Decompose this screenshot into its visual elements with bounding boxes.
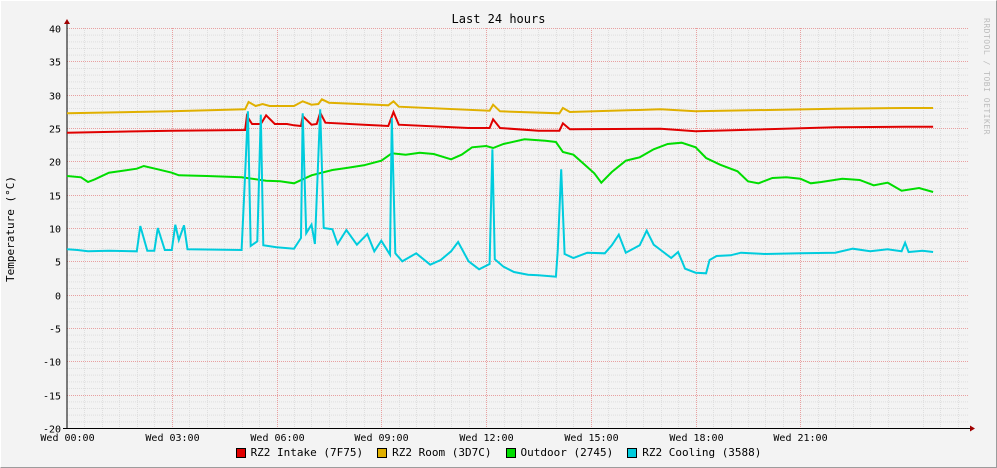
y-tick-label: 30 <box>49 92 61 103</box>
y-tick-label: 10 <box>49 225 61 236</box>
y-tick-label: 35 <box>49 58 61 69</box>
legend-label: Outdoor (2745) <box>520 446 614 459</box>
legend-swatch <box>377 447 388 458</box>
y-tick-label: -15 <box>43 392 61 403</box>
y-tick-label: 20 <box>49 158 61 169</box>
x-tick-label: Wed 12:00 <box>459 433 513 444</box>
x-tick-label: Wed 21:00 <box>773 433 827 444</box>
series-line-4 <box>66 109 934 278</box>
legend-label: RZ2 Intake (7F75) <box>250 446 364 459</box>
legend-swatch <box>627 447 638 458</box>
x-tick-label: Wed 03:00 <box>145 433 199 444</box>
chart-title: Last 24 hours <box>451 12 546 26</box>
x-axis-arrow <box>970 425 975 432</box>
y-axis-label: Temperature (°C) <box>4 176 17 282</box>
watermark-text: RRDTOOL / TOBI OETIKER <box>982 18 991 135</box>
y-tick-label: -5 <box>49 325 61 336</box>
y-tick-label: 5 <box>55 258 61 269</box>
y-axis-arrow <box>64 19 70 24</box>
series-line-2 <box>66 98 934 115</box>
legend-item: RZ2 Intake (7F75) <box>235 446 364 459</box>
x-tick-labels: Wed 00:00 Wed 03:00 Wed 06:00 Wed 09:00 Wed … <box>40 433 827 444</box>
legend-item: RZ2 Cooling (3588) <box>627 446 761 459</box>
legend: RZ2 Intake (7F75) RZ2 Room (3D7C) Outdoor … <box>0 446 997 459</box>
legend-swatch <box>235 447 246 458</box>
legend-label: RZ2 Room (3D7C) <box>392 446 492 459</box>
x-tick-label: Wed 18:00 <box>669 433 723 444</box>
legend-label: RZ2 Cooling (3588) <box>642 446 762 459</box>
x-tick-label: Wed 00:00 <box>40 433 94 444</box>
axes <box>63 19 975 432</box>
y-tick-labels: 40 35 30 25 20 15 10 5 0 -5 -10 -15 -20 <box>43 25 61 436</box>
x-tick-label: Wed 15:00 <box>564 433 618 444</box>
y-tick-label: 25 <box>49 125 61 136</box>
legend-swatch <box>505 447 516 458</box>
legend-item: Outdoor (2745) <box>505 446 614 459</box>
x-tick-label: Wed 09:00 <box>354 433 408 444</box>
series-line-1 <box>66 109 934 134</box>
y-tick-label: 15 <box>49 192 61 203</box>
y-tick-label: 0 <box>55 292 61 303</box>
y-tick-label: 40 <box>49 25 61 36</box>
y-tick-label: -10 <box>43 358 61 369</box>
series-line-3 <box>66 138 934 193</box>
series-lines <box>66 98 934 278</box>
major-grid <box>67 28 968 428</box>
legend-item: RZ2 Room (3D7C) <box>377 446 492 459</box>
y-tick-label: -20 <box>43 425 61 436</box>
x-tick-label: Wed 06:00 <box>250 433 304 444</box>
